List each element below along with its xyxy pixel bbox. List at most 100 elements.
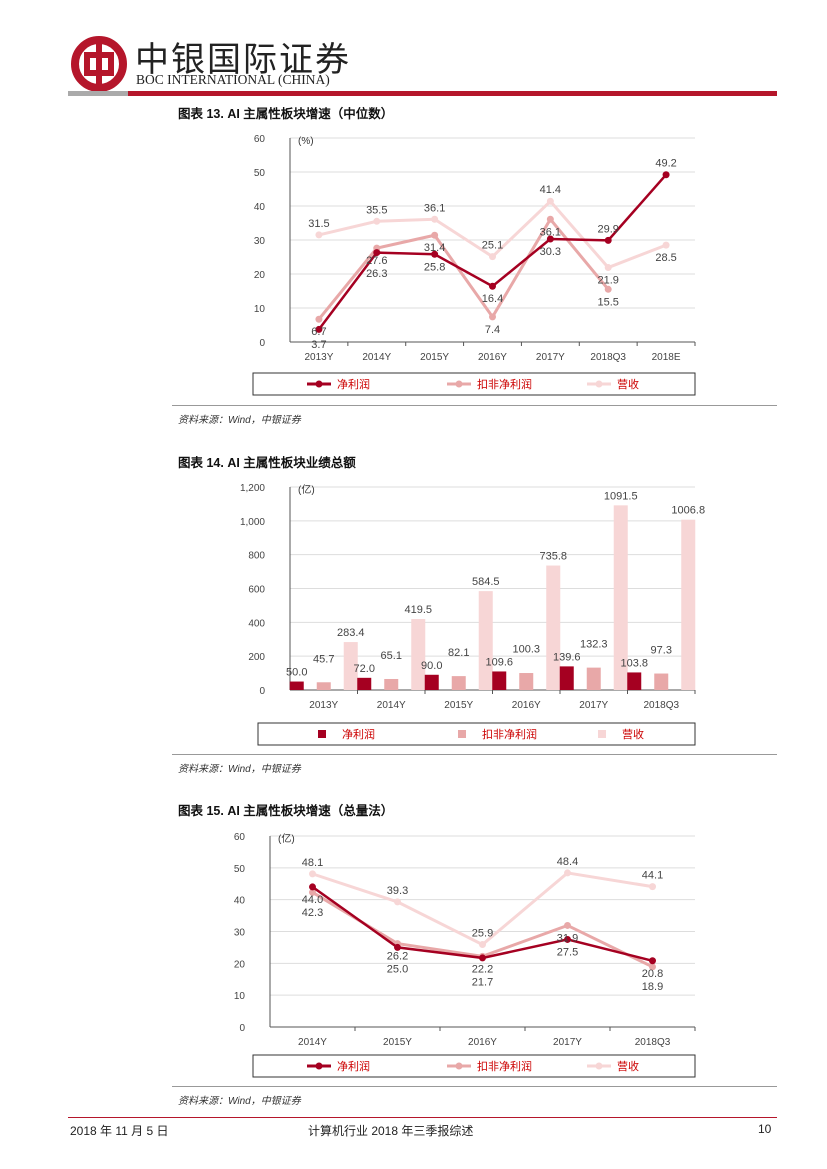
legend-label: 营收 <box>617 377 639 391</box>
data-point <box>394 943 401 951</box>
data-point <box>373 249 381 257</box>
bar-2 <box>681 519 696 690</box>
data-label: 44.1 <box>642 870 663 882</box>
legend-marker <box>595 380 603 388</box>
y-tick-label: 0 <box>239 1023 245 1034</box>
data-label: 26.3 <box>366 268 387 280</box>
data-point <box>394 898 401 906</box>
data-label: 49.2 <box>655 158 676 170</box>
data-point <box>431 250 439 258</box>
data-point <box>649 957 656 965</box>
data-label: 48.4 <box>557 856 578 868</box>
y-tick-label: 800 <box>248 551 265 562</box>
bar-1 <box>451 676 466 690</box>
data-label: 31.4 <box>424 242 445 254</box>
bar-0 <box>424 674 439 690</box>
data-point <box>431 231 439 239</box>
data-point <box>309 870 316 878</box>
data-label: 48.1 <box>302 857 323 869</box>
x-tick-label: 2018Q3 <box>643 700 679 711</box>
legend-label: 扣非净利润 <box>477 377 532 391</box>
header-bar-red <box>128 91 777 96</box>
legend-box <box>252 1054 696 1078</box>
data-point <box>315 315 323 323</box>
legend-box <box>257 722 696 746</box>
data-label: 36.1 <box>540 226 561 238</box>
legend-marker <box>595 1062 603 1070</box>
legend-marker <box>315 380 323 388</box>
x-tick-label: 2013Y <box>309 700 338 711</box>
logo-english: BOC INTERNATIONAL (CHINA) <box>136 72 330 87</box>
x-tick-label: 2017Y <box>536 352 565 363</box>
series-line-1 <box>317 216 610 321</box>
data-point <box>315 325 323 333</box>
footer-title: 计算机行业 2018 年三季报综述 <box>308 1124 474 1138</box>
data-label: 15.5 <box>598 296 619 308</box>
data-label: 72.0 <box>354 663 375 675</box>
data-label: 65.1 <box>381 650 402 662</box>
data-label: 109.6 <box>485 656 513 668</box>
data-point <box>649 883 656 891</box>
data-label: 97.3 <box>651 644 672 656</box>
y-tick-label: 600 <box>248 585 265 596</box>
y-tick-label: 400 <box>248 618 265 629</box>
data-label: 21.9 <box>598 275 619 287</box>
x-tick-label: 2018Q3 <box>590 352 626 363</box>
data-point <box>309 883 316 891</box>
x-tick-label: 2014Y <box>298 1037 327 1048</box>
chart14-title: 图表 14. AI 主属性板块业绩总额 <box>178 456 356 470</box>
data-point <box>315 231 323 239</box>
data-label: 18.9 <box>642 981 663 993</box>
data-label: 35.5 <box>366 204 387 216</box>
x-tick-label: 2017Y <box>579 700 608 711</box>
legend-box <box>252 372 696 396</box>
data-label: 25.0 <box>387 964 408 976</box>
unit-label: (%) <box>298 136 314 147</box>
logo-chinese: 中银国际证券 <box>135 40 351 80</box>
bar-0 <box>627 672 642 690</box>
data-point <box>489 282 496 290</box>
legend-swatch <box>458 730 466 738</box>
data-label: 735.8 <box>539 551 567 563</box>
data-point <box>489 313 496 321</box>
y-tick-label: 10 <box>254 304 266 315</box>
footer-rule <box>68 1117 777 1118</box>
x-tick-label: 2016Y <box>468 1037 497 1048</box>
unit-label: (亿) <box>278 832 295 845</box>
bar-0 <box>357 677 372 690</box>
data-label: 132.3 <box>580 638 608 650</box>
x-tick-label: 2014Y <box>362 352 391 363</box>
divider <box>172 754 777 755</box>
data-point <box>604 285 612 293</box>
data-label: 31.9 <box>557 932 578 944</box>
bar-0 <box>492 671 507 690</box>
data-label: 103.8 <box>620 657 648 669</box>
source-note: 资料来源：Wind，中银证券 <box>178 415 301 426</box>
data-point <box>564 921 571 929</box>
bar-2 <box>546 565 561 690</box>
bar-0 <box>289 681 304 690</box>
y-tick-label: 10 <box>234 991 246 1002</box>
y-tick-label: 0 <box>259 338 265 349</box>
y-tick-label: 40 <box>234 896 246 907</box>
x-tick-label: 2015Y <box>383 1037 412 1048</box>
legend-swatch <box>598 730 606 738</box>
legend-marker <box>315 1062 323 1070</box>
data-label: 1006.8 <box>671 505 705 517</box>
legend-label: 扣非净利润 <box>477 1059 532 1073</box>
y-tick-label: 50 <box>234 864 246 875</box>
legend-label: 净利润 <box>342 727 375 741</box>
y-tick-label: 50 <box>254 168 266 179</box>
bar-1 <box>654 673 669 690</box>
x-tick-label: 2016Y <box>512 700 541 711</box>
data-label: 42.3 <box>302 907 323 919</box>
bar-1 <box>519 673 534 690</box>
data-label: 3.7 <box>311 339 326 351</box>
x-tick-label: 2014Y <box>377 700 406 711</box>
data-point <box>546 235 554 243</box>
legend-label: 营收 <box>617 1059 639 1073</box>
footer-date: 2018 年 11 月 5 日 <box>70 1124 169 1138</box>
data-point <box>479 941 486 949</box>
x-tick-label: 2017Y <box>553 1037 582 1048</box>
